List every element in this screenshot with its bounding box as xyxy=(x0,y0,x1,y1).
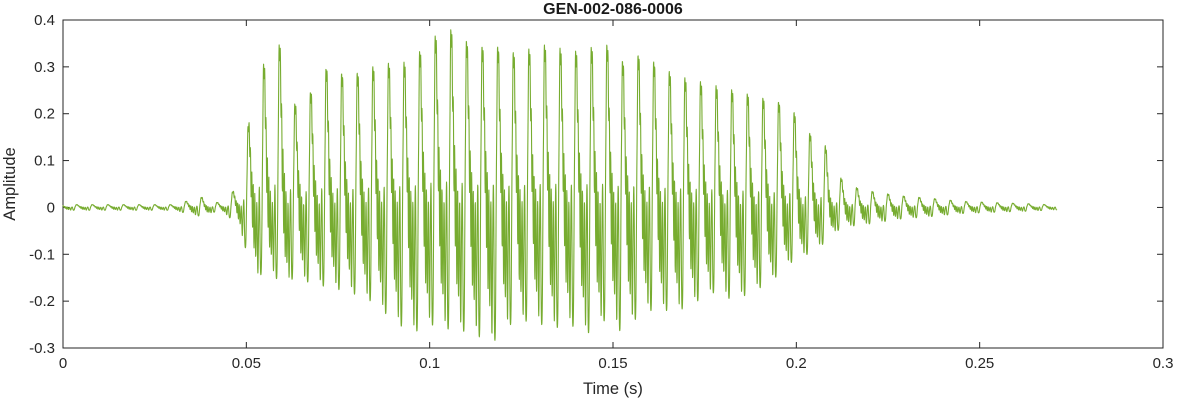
plot-area: 0 0.05 0.1 0.15 0.2 0.25 0.3 -0.3 -0.2 -0.1 0 0.1 0.… xyxy=(29,12,1173,372)
y-tick-label: 0.4 xyxy=(34,12,55,29)
axes-box xyxy=(62,19,1164,349)
y-tick-label: -0.3 xyxy=(29,340,55,357)
waveform-line xyxy=(62,29,1058,341)
x-axis-label: Time (s) xyxy=(583,380,643,398)
y-axis-label: Amplitude xyxy=(1,147,19,220)
y-tick-label: 0 xyxy=(47,199,55,216)
y-tick-label: 0.1 xyxy=(34,153,55,170)
x-tick-label: 0.25 xyxy=(965,355,994,372)
x-tick-label: 0.15 xyxy=(598,355,627,372)
y-tick-label: -0.2 xyxy=(29,293,55,310)
y-tick-label: -0.1 xyxy=(29,246,55,263)
x-tick-label: 0.05 xyxy=(232,355,261,372)
y-tick-label: 0.3 xyxy=(34,59,55,76)
x-tick-label: 0.2 xyxy=(786,355,807,372)
chart-title: GEN-002-086-0006 xyxy=(543,1,683,18)
y-tick-label: 0.2 xyxy=(34,106,55,123)
x-tick-label: 0.1 xyxy=(419,355,440,372)
x-tick-label: 0.3 xyxy=(1153,355,1174,372)
x-tick-label: 0 xyxy=(59,355,67,372)
